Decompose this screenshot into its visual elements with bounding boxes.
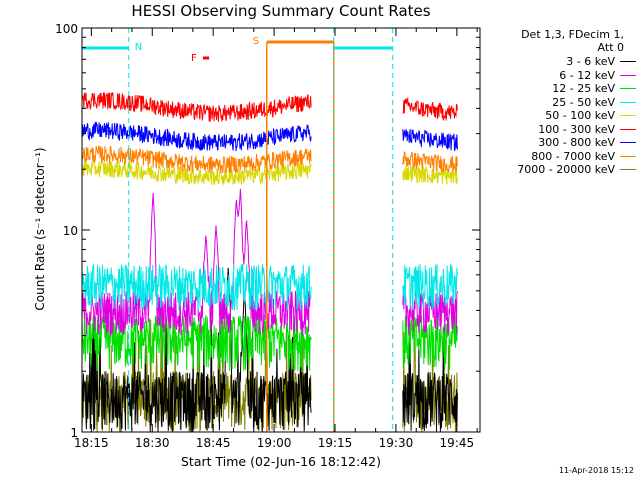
x-tick-label-6: 19:30 — [379, 436, 414, 450]
annotation-label-F: F — [191, 53, 197, 64]
chart-title: HESSI Observing Summary Count Rates — [131, 2, 431, 20]
legend-label: 800 - 7000 keV — [531, 149, 615, 163]
legend-entry-7: 300 - 800 keV — [488, 136, 636, 150]
legend-entry-4: 25 - 50 keV — [488, 96, 636, 110]
legend-swatch — [620, 61, 636, 63]
legend-entry-3: 12 - 25 keV — [488, 82, 636, 96]
legend-label: 100 - 300 keV — [538, 122, 615, 136]
series-line-8-seg-2 — [402, 151, 458, 173]
legend-entry-5: 50 - 100 keV — [488, 109, 636, 123]
series-line-1-seg-1 — [81, 267, 312, 432]
y-tick-label-3: 100 — [55, 22, 78, 36]
x-axis-label: Start Time (02-Jun-16 18:12:42) — [181, 454, 381, 469]
legend-swatch — [620, 115, 636, 117]
series-line-4-seg-1 — [81, 263, 312, 311]
annotation-label-S: S — [253, 36, 259, 47]
series-line-5-seg-2 — [402, 164, 458, 185]
legend-entry-8: 800 - 7000 keV — [488, 150, 636, 164]
legend-entry-1: 3 - 6 keV — [488, 55, 636, 69]
legend-swatch — [620, 169, 636, 171]
legend-title-1: Det 1,3, FDecim 1, — [521, 28, 624, 41]
series-line-2-seg-2 — [402, 290, 458, 336]
legend-entry-6: 100 - 300 keV — [488, 123, 636, 137]
legend-swatch — [620, 155, 636, 157]
series-line-6-seg-2 — [402, 96, 458, 121]
legend-label: 7000 - 20000 keV — [517, 163, 615, 177]
series-line-3-seg-1 — [81, 314, 312, 372]
y-tick-label-1: 1 — [70, 426, 78, 440]
x-tick-label-2: 18:30 — [135, 436, 170, 450]
series-line-5-seg-1 — [81, 158, 312, 186]
footer-timestamp: 11-Apr-2018 15:12 — [558, 466, 634, 475]
series-line-4-seg-2 — [402, 263, 458, 310]
legend-label: 12 - 25 keV — [552, 82, 615, 96]
legend-label: 3 - 6 keV — [566, 55, 615, 69]
legend: Det 1,3, FDecim 1, Att 0 3 - 6 keV 6 - 12… — [488, 28, 636, 177]
series-line-6-seg-1 — [81, 92, 312, 122]
legend-swatch — [620, 74, 636, 76]
series-line-8-seg-1 — [81, 145, 312, 174]
y-tick-label-2: 10 — [63, 224, 78, 238]
x-tick-label-4: 19:00 — [257, 436, 292, 450]
x-tick-label-5: 19:15 — [318, 436, 353, 450]
y-axis-label: Count Rate (s⁻¹ detector⁻¹) — [33, 147, 47, 311]
plot-frame — [81, 27, 481, 433]
legend-swatch — [620, 88, 636, 90]
legend-swatch — [620, 142, 636, 144]
legend-entry-2: 6 - 12 keV — [488, 69, 636, 83]
series-line-1-seg-2 — [402, 326, 458, 432]
series-line-7-seg-1 — [81, 121, 312, 151]
legend-swatch — [620, 101, 636, 103]
x-tick-label-3: 18:45 — [196, 436, 231, 450]
series-line-2-seg-1 — [81, 188, 312, 336]
legend-label: 300 - 800 keV — [538, 136, 615, 150]
x-tick-label-1: 18:15 — [74, 436, 109, 450]
legend-label: 25 - 50 keV — [552, 95, 615, 109]
series-line-7-seg-2 — [402, 129, 458, 152]
x-tick-label-7: 19:45 — [440, 436, 475, 450]
legend-label: 50 - 100 keV — [545, 109, 615, 123]
legend-label: 6 - 12 keV — [559, 68, 615, 82]
legend-title-2: Att 0 — [597, 41, 624, 54]
annotation-label-N: N — [135, 42, 142, 53]
legend-entry-9: 7000 - 20000 keV — [488, 163, 636, 177]
legend-swatch — [620, 128, 636, 130]
